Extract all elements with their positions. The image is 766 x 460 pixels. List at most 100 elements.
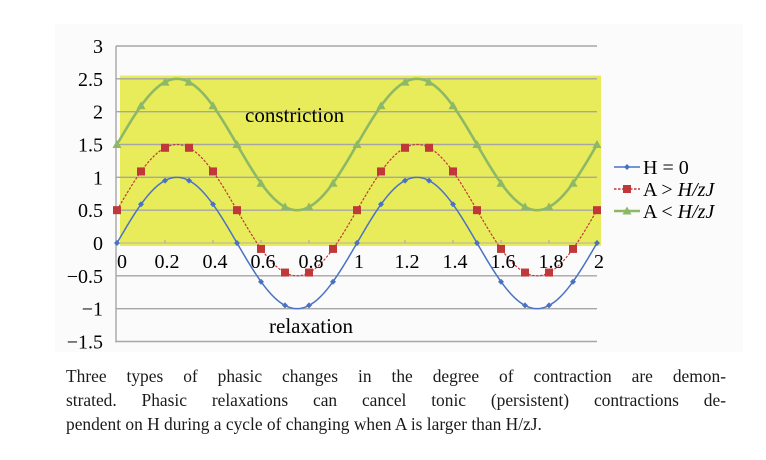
x-tick-label: 0.8 bbox=[299, 251, 324, 273]
diamond-marker bbox=[162, 177, 168, 184]
diamond-marker bbox=[402, 177, 408, 184]
triangle-marker bbox=[232, 140, 242, 148]
legend: H = 0A > H/zJA < H/zJ bbox=[614, 157, 715, 223]
triangle-marker bbox=[112, 140, 122, 148]
triangle-marker bbox=[622, 206, 632, 215]
triangle-marker bbox=[376, 101, 386, 110]
triangle-marker bbox=[400, 77, 410, 86]
square-marker bbox=[545, 268, 553, 277]
yellow-shaded-area bbox=[120, 75, 601, 246]
square-marker bbox=[425, 143, 433, 152]
legend-label: A > H/zJ bbox=[643, 179, 715, 201]
constriction-label: constriction bbox=[245, 103, 345, 127]
diamond-marker bbox=[474, 240, 480, 246]
triangle-marker bbox=[256, 178, 266, 187]
triangle-marker bbox=[448, 101, 458, 110]
triangle-marker bbox=[328, 178, 338, 187]
y-tick-label: 0.5 bbox=[78, 200, 103, 222]
x-tick-label: 1.4 bbox=[443, 251, 468, 273]
triangle-marker bbox=[352, 140, 362, 148]
legend-label: A < H/zJ bbox=[643, 201, 715, 223]
diamond-marker bbox=[546, 302, 552, 309]
y-tick-label: 3 bbox=[93, 36, 103, 58]
triangle-marker bbox=[280, 202, 290, 211]
square-marker bbox=[161, 143, 169, 152]
triangle-marker bbox=[136, 101, 146, 110]
triangle-marker bbox=[520, 202, 530, 211]
diamond-marker bbox=[624, 164, 630, 170]
x-tick-label: 2 bbox=[594, 251, 604, 273]
square-marker bbox=[353, 206, 361, 215]
triangle-marker bbox=[304, 202, 314, 211]
legend-item: A < H/zJ bbox=[614, 201, 715, 223]
diamond-marker bbox=[234, 240, 240, 246]
diamond-marker bbox=[330, 278, 336, 285]
legend-label: H = 0 bbox=[643, 157, 689, 179]
diamond-marker bbox=[138, 201, 144, 208]
caption-line-2: strated. Phasic relaxations can cancel t… bbox=[66, 390, 726, 410]
y-tick-label: −0.5 bbox=[67, 266, 103, 288]
triangle-marker bbox=[544, 202, 554, 211]
y-tick-label: 2.5 bbox=[78, 69, 103, 91]
square-marker bbox=[137, 167, 145, 176]
square-marker bbox=[305, 268, 313, 277]
square-marker bbox=[623, 185, 631, 193]
line-chart: 3 2.5 2 1.5 1 0.5 0 −0.5 −1 −1.5 0 0.2 0.4 0.6 0.8 1 1.… bbox=[67, 36, 716, 352]
diamond-marker bbox=[186, 177, 192, 184]
square-marker bbox=[329, 244, 337, 253]
square-marker bbox=[449, 167, 457, 176]
triangle-marker bbox=[208, 101, 218, 110]
series-lines bbox=[112, 77, 602, 310]
diamond-marker bbox=[378, 201, 384, 208]
chart-panel: 3 2.5 2 1.5 1 0.5 0 −0.5 −1 −1.5 0 0.2 0.4 0.6 0.8 1 1.… bbox=[55, 24, 743, 352]
legend-item: H = 0 bbox=[614, 157, 689, 179]
figure-caption: Three types of phasic changes in the deg… bbox=[66, 364, 726, 436]
square-marker bbox=[521, 268, 529, 277]
square-marker bbox=[593, 206, 601, 215]
triangle-marker bbox=[160, 77, 170, 86]
triangle-marker bbox=[496, 178, 506, 187]
y-tick-label: 1 bbox=[93, 167, 103, 189]
triangle-marker bbox=[424, 77, 434, 86]
y-tick-label: −1.5 bbox=[67, 332, 103, 353]
square-marker bbox=[473, 206, 481, 215]
diamond-marker bbox=[258, 278, 264, 285]
caption-line-1: Three types of phasic changes in the deg… bbox=[66, 366, 726, 386]
series-a-h-zj bbox=[112, 77, 602, 212]
diamond-marker bbox=[354, 240, 360, 246]
x-tick-label: 1.6 bbox=[491, 251, 516, 273]
triangle-marker bbox=[472, 140, 482, 148]
constriction-region bbox=[120, 75, 601, 246]
caption-line-3: pendent on H during a cycle of changing … bbox=[66, 414, 542, 434]
x-tick-label: 0.4 bbox=[203, 251, 228, 273]
square-marker bbox=[257, 244, 265, 253]
square-marker bbox=[281, 268, 289, 277]
x-tick-label: 0.6 bbox=[251, 251, 276, 273]
x-tick-label: 0.2 bbox=[155, 251, 180, 273]
diamond-marker bbox=[114, 240, 120, 246]
diamond-marker bbox=[570, 278, 576, 285]
square-marker bbox=[113, 206, 121, 215]
triangle-marker bbox=[184, 77, 194, 86]
y-tick-label: 1.5 bbox=[78, 135, 103, 157]
diamond-marker bbox=[498, 278, 504, 285]
x-axis-tick-labels: 0 0.2 0.4 0.6 0.8 1 1.2 1.4 1.6 1.8 2 bbox=[117, 251, 604, 273]
diamond-marker bbox=[426, 177, 432, 184]
square-marker bbox=[209, 167, 217, 176]
relaxation-label: relaxation bbox=[269, 314, 353, 338]
y-tick-label: 0 bbox=[93, 233, 103, 255]
square-marker bbox=[401, 143, 409, 152]
y-axis-tick-labels: 3 2.5 2 1.5 1 0.5 0 −0.5 −1 −1.5 bbox=[67, 36, 103, 352]
square-marker bbox=[569, 244, 577, 253]
square-marker bbox=[233, 206, 241, 215]
square-marker bbox=[185, 143, 193, 152]
legend-item: A > H/zJ bbox=[614, 179, 715, 201]
x-tick-label: 1 bbox=[354, 251, 364, 273]
diamond-marker bbox=[522, 302, 528, 309]
triangle-marker bbox=[592, 140, 602, 148]
x-tick-label: 1.8 bbox=[539, 251, 564, 273]
x-tick-label: 0 bbox=[117, 251, 127, 273]
series-h-0 bbox=[114, 176, 600, 310]
square-marker bbox=[377, 167, 385, 176]
series-a-h-zj bbox=[113, 143, 601, 277]
